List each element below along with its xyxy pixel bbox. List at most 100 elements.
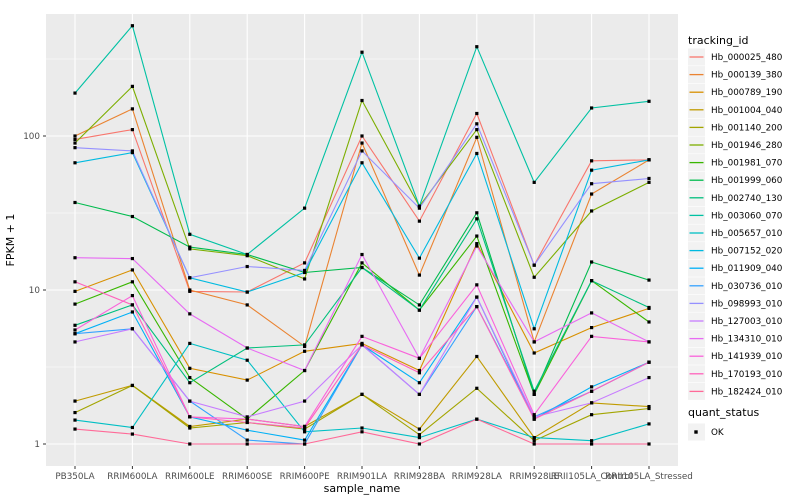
x-tick-label: RRIM928LA <box>452 472 502 482</box>
legend-item-Hb_000789_190: Hb_000789_190 <box>688 83 783 101</box>
data-point-marker <box>590 439 594 443</box>
legend-item-label: Hb_003060_070 <box>711 211 783 221</box>
legend-item-Hb_005657_010: Hb_005657_010 <box>688 224 783 242</box>
data-point-marker <box>360 392 364 396</box>
data-point-marker <box>245 252 249 257</box>
data-point-marker <box>417 436 421 440</box>
legend-item-label: Hb_182424_010 <box>711 387 783 397</box>
data-point-marker <box>417 371 421 375</box>
data-point-marker <box>647 422 651 426</box>
data-point-marker <box>188 375 192 380</box>
legend-item-label: Hb_127003_010 <box>711 317 783 327</box>
data-point-marker <box>73 200 77 205</box>
data-point-marker <box>245 290 249 294</box>
data-point-marker <box>417 273 421 277</box>
data-point-marker <box>73 280 77 284</box>
data-point-marker <box>590 182 594 186</box>
data-point-marker <box>303 261 307 265</box>
x-tick-label: RRIM600LE <box>165 472 215 482</box>
data-point-marker <box>303 426 307 430</box>
data-point-marker <box>532 263 536 267</box>
axes: 1 10 100 PB350LA RRIM600LA RRIM600LE RRIM600SE… <box>23 132 693 482</box>
data-point-marker <box>303 442 307 446</box>
data-point-marker <box>590 442 594 446</box>
data-point-marker <box>245 417 249 421</box>
data-point-marker <box>130 268 134 272</box>
data-point-marker <box>360 161 364 165</box>
x-tick-label: RRII105LA_Stressed <box>605 472 693 482</box>
data-point-marker <box>303 349 307 353</box>
data-point-marker <box>303 430 307 434</box>
x-tick-label: PB350LA <box>55 472 94 482</box>
data-point-marker <box>130 425 134 430</box>
legend-item-label: Hb_005657_010 <box>711 229 783 239</box>
legend-item-Hb_001004_040: Hb_001004_040 <box>688 101 783 119</box>
data-point-marker <box>188 426 192 430</box>
data-point-marker <box>130 151 134 155</box>
series-lines <box>73 24 651 446</box>
data-point-marker <box>360 50 364 54</box>
data-point-marker <box>475 122 479 126</box>
data-point-marker <box>417 427 421 431</box>
data-point-marker <box>73 332 77 336</box>
data-point-marker <box>475 242 479 246</box>
data-point-marker <box>590 311 594 315</box>
legend-quant-status: OK <box>688 423 724 441</box>
data-point-marker <box>73 418 77 422</box>
data-point-marker <box>417 356 421 360</box>
data-point-marker <box>647 180 651 184</box>
data-point-marker <box>245 428 249 432</box>
legend-item-label: Hb_011909_040 <box>711 264 783 274</box>
data-point-marker <box>73 427 77 431</box>
data-point-marker <box>303 399 307 403</box>
data-point-marker <box>73 141 77 145</box>
data-point-marker <box>647 99 651 103</box>
legend-tracking-id: Hb_000025_480 Hb_000139_380 Hb_000789_190 H… <box>688 48 783 400</box>
data-point-marker <box>245 420 249 425</box>
legend-item-Hb_134310_010: Hb_134310_010 <box>688 330 783 348</box>
data-point-marker <box>188 245 192 249</box>
data-point-marker <box>475 128 479 132</box>
legend-item-label: Hb_001981_070 <box>711 159 783 169</box>
data-point-marker <box>130 24 134 28</box>
data-point-marker <box>245 415 249 419</box>
data-point-marker <box>245 442 249 446</box>
legend-quant-status-title: quant_status <box>688 406 760 419</box>
data-point-marker <box>475 244 479 248</box>
data-point-marker <box>532 442 536 446</box>
legend-item-label: Hb_000139_380 <box>711 71 783 81</box>
legend-item-label: Hb_001004_040 <box>711 106 783 116</box>
data-point-marker <box>130 383 134 388</box>
data-point-marker <box>303 438 307 442</box>
data-point-marker <box>130 293 134 298</box>
x-tick-label: RRIM600PE <box>280 472 330 482</box>
data-point-marker <box>417 368 421 373</box>
data-point-marker <box>417 219 421 223</box>
data-point-marker <box>303 206 307 210</box>
data-point-marker <box>532 389 536 393</box>
data-point-marker <box>590 385 594 389</box>
data-point-marker <box>532 413 536 417</box>
legend-item-quant-OK: OK <box>688 423 724 441</box>
data-point-marker <box>647 158 651 162</box>
data-point-marker <box>532 275 536 279</box>
data-point-marker <box>360 343 364 347</box>
data-point-marker <box>360 426 364 430</box>
data-point-marker <box>188 399 192 403</box>
plot-panel <box>46 14 678 466</box>
data-point-marker <box>532 327 536 331</box>
legend-item-Hb_000025_480: Hb_000025_480 <box>688 48 783 66</box>
legend-item-label: Hb_001140_200 <box>711 123 783 133</box>
data-point-marker <box>475 111 479 116</box>
data-point-marker <box>360 430 364 434</box>
data-point-marker <box>188 415 192 419</box>
data-point-marker <box>475 417 479 421</box>
data-point-marker <box>73 410 77 415</box>
data-point-marker <box>475 234 479 238</box>
legend-item-Hb_001946_280: Hb_001946_280 <box>688 136 783 154</box>
data-point-marker <box>188 341 192 346</box>
legend-item-Hb_000139_380: Hb_000139_380 <box>688 66 783 84</box>
data-point-marker <box>360 334 364 338</box>
legend-item-Hb_182424_010: Hb_182424_010 <box>688 382 783 400</box>
